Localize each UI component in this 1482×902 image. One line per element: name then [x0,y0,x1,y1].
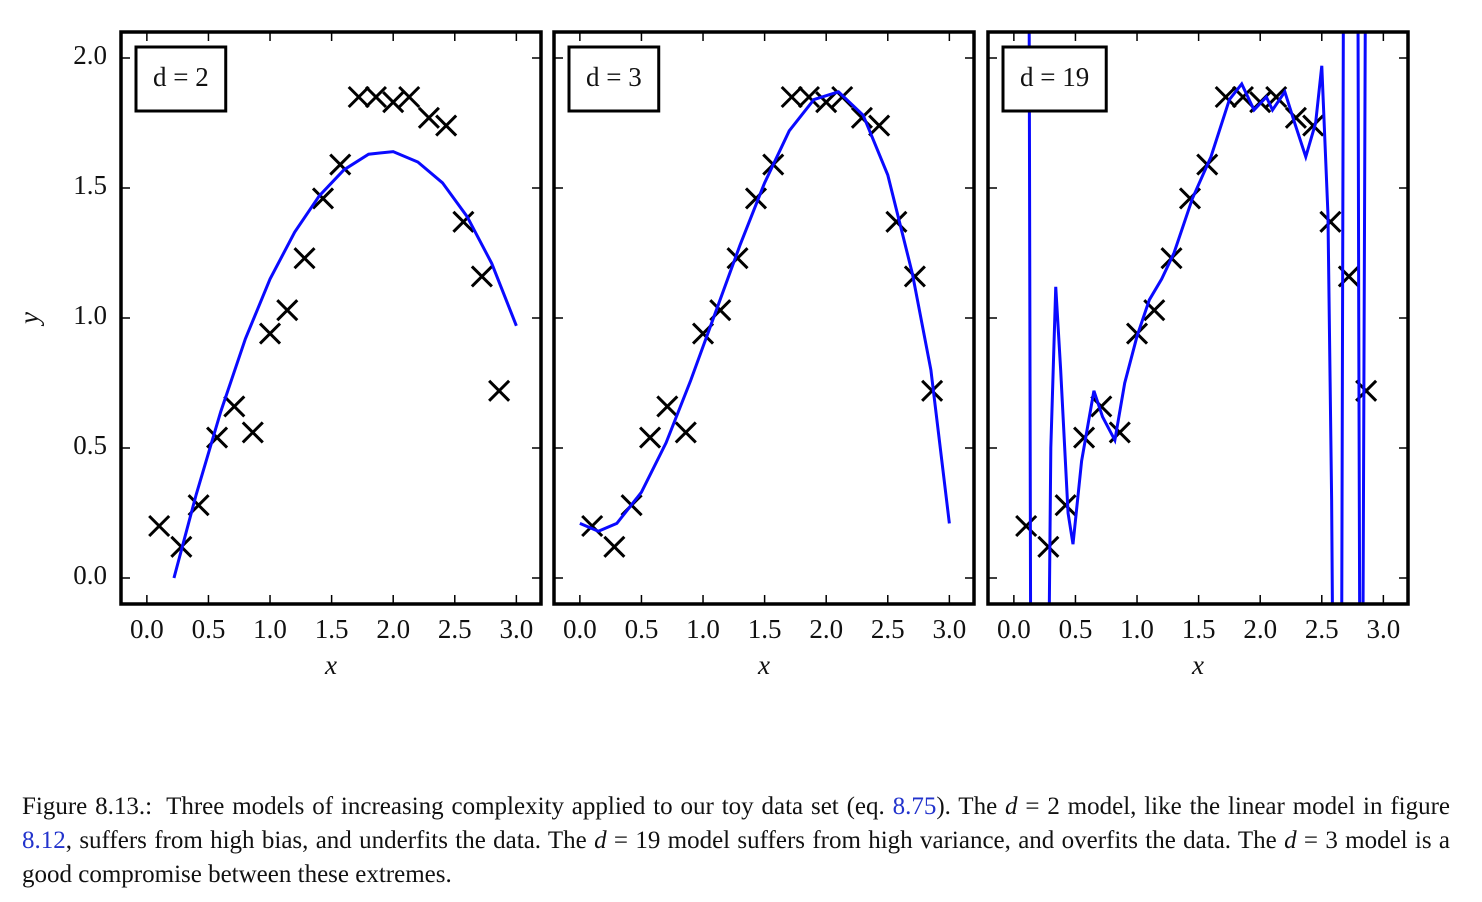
data-point [258,322,282,345]
caption-plain: Three models of increasing complexity ap… [166,793,893,820]
caption-ref[interactable]: 8.12 [22,827,66,854]
y-tick-label: 0.0 [73,560,107,590]
x-tick-label: 2.5 [1305,614,1339,644]
x-tick-label: 3.0 [499,614,533,644]
x-axis-label: x [1191,650,1204,680]
data-point [581,514,604,538]
y-axis-label: y [14,312,44,327]
data-point [603,535,626,558]
data-point [885,210,908,233]
data-point [656,395,679,418]
title-box [134,45,228,113]
title-box [1001,45,1108,113]
x-tick-label: 2.0 [809,614,843,644]
figure: 0.0 0.5 1.0 1.5 2.0 2.5 3.0 0.0 0.5 1.0 1.5 2.0 x y d … [14,30,1410,680]
x-tick-label: 1.5 [1182,614,1216,644]
axes-frame [119,30,543,606]
x-tick-label: 2.0 [1243,614,1277,644]
data-point [241,421,264,444]
y-tick-label: 0.5 [73,430,107,460]
x-tick-label: 0.0 [130,614,164,644]
x-tick-label: 0.0 [563,614,597,644]
data-point [148,514,171,538]
data-point [347,85,370,109]
data-point [1037,535,1060,558]
data-point [674,421,697,444]
panel-title: d = 2 [153,62,209,92]
caption-plain: ). The [936,793,1006,820]
x-tick-label: 0.5 [192,614,226,644]
fit-curve [172,150,518,579]
x-tick-label: 1.5 [748,614,782,644]
x-tick-label: 3.0 [1366,614,1400,644]
x-tick-label: 2.0 [376,614,410,644]
x-tick-label: 2.5 [438,614,472,644]
y-tick-label: 1.0 [73,300,107,330]
caption-ref[interactable]: 8.75 [892,793,937,820]
caption-math: d [1284,827,1297,854]
panel-title: d = 3 [586,62,642,92]
data-point [382,91,405,114]
data-point [1319,210,1342,233]
data-point [223,395,246,418]
caption-math: d [594,827,607,854]
caption-label: Figure 8.13.: [22,793,153,820]
data-point [1302,114,1325,137]
title-box [567,45,661,113]
data-point [780,85,803,109]
y-tick-label: 1.5 [73,170,107,200]
x-tick-label: 3.0 [932,614,966,644]
caption-plain: = 2 model, like the linear model in figu… [1017,793,1451,820]
x-tick-label: 1.0 [686,614,720,644]
data-point [797,85,821,109]
data-point [1054,494,1077,517]
x-axis-label: x [757,650,770,680]
data-point [276,299,299,322]
caption: Figure 8.13.: Three models of increasing … [22,790,1450,892]
data-point [1073,426,1096,449]
data-point [726,247,749,270]
x-tick-label: 2.5 [871,614,905,644]
data-point [1015,514,1038,538]
data-point [329,153,352,176]
caption-plain: = 19 model suffers from high variance, a… [606,827,1285,854]
plot-area [579,85,951,558]
data-point [435,114,458,137]
data-point [903,265,926,288]
caption-plain: = 3 model is a good compromise between t… [22,827,1451,888]
fit-curve [1027,32,1367,604]
x-tick-label: 1.0 [1120,614,1154,644]
fit-curve [579,90,951,533]
data-point [850,106,873,129]
data-point [815,91,838,114]
data-point [639,426,662,449]
data-point [398,85,421,109]
data-point [311,187,335,210]
data-point [293,247,316,270]
x-tick-label: 1.5 [315,614,349,644]
caption-plain: , suffers from high bias, and underfits … [65,827,595,854]
caption-math: d [1005,793,1018,820]
y-tick-label: 2.0 [73,40,107,70]
data-point [488,379,511,402]
data-point [1090,395,1113,418]
data-point [452,210,475,233]
data-point [1284,106,1307,129]
panel-title: d = 19 [1020,62,1089,92]
data-point [364,85,388,109]
x-tick-label: 0.5 [1059,614,1093,644]
data-point [470,265,493,288]
x-tick-label: 0.0 [997,614,1031,644]
data-point [868,114,891,137]
axes-frame [552,30,976,606]
data-point [417,106,440,129]
x-tick-label: 0.5 [625,614,659,644]
x-axis-label: x [324,650,337,680]
data-point [1214,85,1237,109]
plot-area [1015,32,1378,604]
x-tick-label: 1.0 [253,614,287,644]
plot-area [148,85,518,579]
